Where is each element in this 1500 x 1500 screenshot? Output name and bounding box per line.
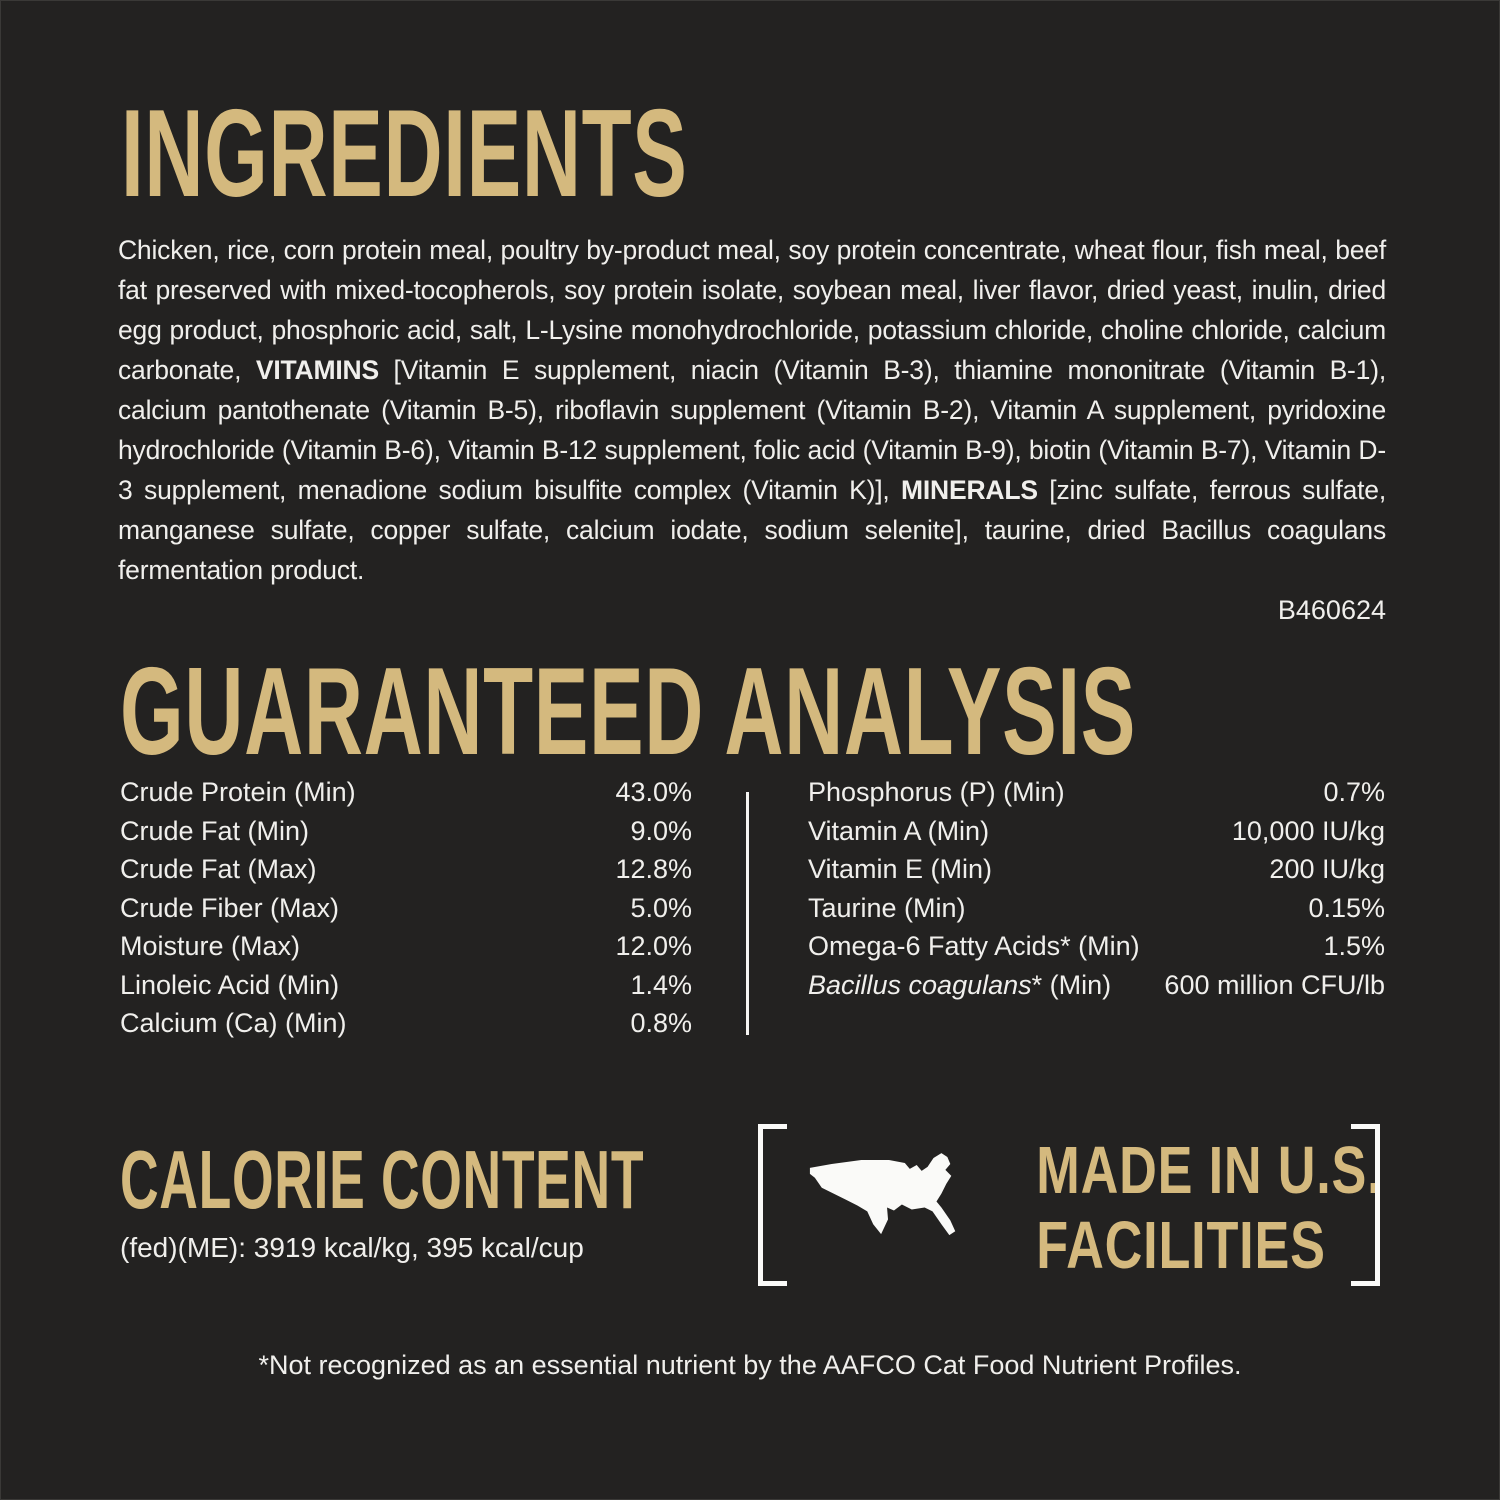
ga-row: Moisture (Max) 12.0% [120,931,692,970]
ga-row-value: 12.0% [615,931,692,961]
ga-row: Taurine (Min) 0.15% [808,893,1385,932]
ga-row-value: 5.0% [630,892,692,923]
ga-row: Bacillus coagulans* (Min) 600 million CFU… [808,970,1385,1009]
ga-row-label: Omega-6 Fatty Acids* (Min) [808,931,1140,961]
ga-row-value: 10,000 IU/kg [1231,815,1385,846]
ga-row-label: Phosphorus (P) (Min) [808,777,1065,807]
ga-row-label: Crude Fiber (Max) [120,892,340,923]
ga-row: Crude Fat (Min) 9.0% [120,816,692,855]
ga-row-label: Calcium (Ca) (Min) [120,1008,347,1038]
ingredients-title: INGREDIENTS [121,85,688,223]
ga-column-right: Phosphorus (P) (Min) 0.7% Vitamin A (Min) 1… [808,777,1385,1008]
ingredients-text: Chicken, rice, corn protein meal, poultr… [118,235,1387,585]
ga-row-value: 600 million CFU/lb [1164,969,1385,1000]
batch-code: B460624 [1277,595,1386,625]
column-divider [746,792,749,1035]
ga-row-label: Crude Protein (Min) [120,777,356,807]
made-in-us-text: MADE IN U.S. FACILITIES [998,1133,1383,1283]
made-in-us-line2: FACILITIES [1036,1208,1326,1283]
ga-row: Vitamin E (Min) 200 IU/kg [808,854,1385,893]
ga-row-value: 0.7% [1323,777,1385,807]
usa-map-icon [809,1153,956,1236]
left-bracket [758,1124,787,1286]
ga-row-label: Crude Fat (Min) [120,815,310,846]
ga-row: Omega-6 Fatty Acids* (Min) 1.5% [808,931,1385,970]
ga-row: Linoleic Acid (Min) 1.4% [120,970,692,1009]
ga-row-value: 0.8% [630,1008,692,1038]
ga-row-label: Taurine (Min) [808,892,966,923]
calorie-content-value: (fed)(ME): 3919 kcal/kg, 395 kcal/cup [120,1232,584,1263]
ga-row-label: Vitamin A (Min) [808,815,990,846]
ga-row: Phosphorus (P) (Min) 0.7% [808,777,1385,816]
ga-row: Crude Fat (Max) 12.8% [120,854,692,893]
ga-column-left: Crude Protein (Min) 43.0% Crude Fat (Min) 9… [120,777,692,1047]
ga-row-value: 12.8% [615,854,692,884]
ga-row-value: 1.5% [1323,931,1385,961]
ga-row: Calcium (Ca) (Min) 0.8% [120,1008,692,1047]
ga-row-label: Vitamin E (Min) [808,854,993,884]
footnote: *Not recognized as an essential nutrient… [258,1350,1242,1380]
right-bracket [1351,1124,1380,1286]
ga-row: Vitamin A (Min) 10,000 IU/kg [808,816,1385,855]
ga-row-value: 43.0% [615,777,692,807]
ga-row-label: Moisture (Max) [120,931,301,961]
ga-row-label: Crude Fat (Max) [120,854,317,884]
ga-row-value: 0.15% [1308,892,1385,923]
ga-row-value: 1.4% [630,969,692,1000]
calorie-content-title: CALORIE CONTENT [120,1133,645,1226]
ga-row-label: Linoleic Acid (Min) [120,969,340,1000]
ga-row-value: 9.0% [630,815,692,846]
made-in-us-line1: MADE IN U.S. [1036,1133,1383,1208]
ingredients-section: Chicken, rice, corn protein meal, poultr… [118,230,1386,630]
guaranteed-analysis-title: GUARANTEED ANALYSIS [120,643,1136,781]
ga-row: Crude Protein (Min) 43.0% [120,777,692,816]
ga-row-value: 200 IU/kg [1269,854,1385,884]
ga-row: Crude Fiber (Max) 5.0% [120,893,692,932]
ga-row-label: Bacillus coagulans* (Min) [808,969,1112,1000]
